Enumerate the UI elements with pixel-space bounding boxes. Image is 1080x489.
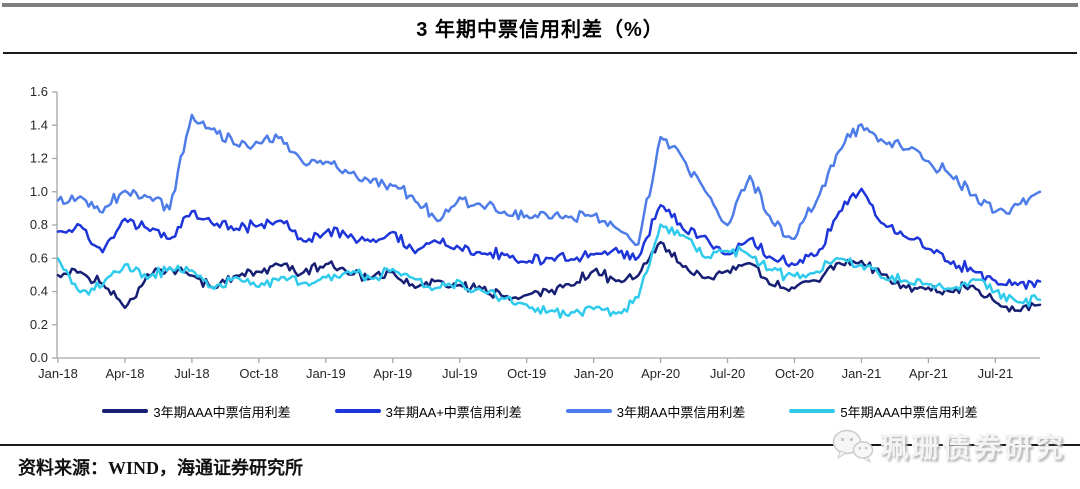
x-tick-label: Jul-20 bbox=[710, 366, 745, 381]
x-tick-label: Jul-21 bbox=[978, 366, 1013, 381]
legend-swatch bbox=[334, 409, 381, 413]
x-tick-label: Jul-19 bbox=[442, 366, 477, 381]
legend-label: 3年期AA中票信用利差 bbox=[616, 404, 746, 420]
bottom-divider bbox=[0, 444, 1080, 446]
legend-item-3: 3年期AA中票信用利差 bbox=[565, 402, 746, 421]
legend-item-2: 3年期AA+中票信用利差 bbox=[334, 402, 522, 421]
y-tick-label: 1.2 bbox=[30, 151, 48, 166]
legend-label: 3年期AA+中票信用利差 bbox=[385, 404, 522, 420]
x-tick-label: Oct-20 bbox=[775, 366, 814, 381]
y-tick-label: 0.6 bbox=[30, 250, 48, 265]
x-tick-label: Jan-19 bbox=[306, 366, 346, 381]
x-tick-label: Apr-20 bbox=[641, 366, 680, 381]
legend-label: 3年期AAA中票信用利差 bbox=[153, 404, 291, 420]
y-tick-label: 0.8 bbox=[30, 217, 48, 232]
y-tick-label: 0.0 bbox=[30, 350, 48, 365]
page-title: 3 年期中票信用利差（%） bbox=[416, 19, 664, 41]
data-source-note: 资料来源：WIND，海通证券研究所 bbox=[18, 458, 304, 478]
y-tick-label: 1.6 bbox=[30, 84, 48, 99]
watermark-text: 珮珊债券研究 bbox=[879, 433, 1066, 464]
top-divider bbox=[2, 3, 1078, 7]
series-line-3 bbox=[56, 113, 1042, 247]
legend-swatch bbox=[565, 409, 612, 413]
x-tick-label: Apr-19 bbox=[373, 366, 412, 381]
x-tick-label: Apr-18 bbox=[105, 366, 144, 381]
y-tick-label: 0.2 bbox=[30, 317, 48, 332]
title-divider bbox=[3, 52, 1077, 54]
x-tick-label: Oct-19 bbox=[507, 366, 546, 381]
x-tick-label: Jan-20 bbox=[574, 366, 614, 381]
series-line-4 bbox=[56, 223, 1042, 319]
x-tick-label: Jan-18 bbox=[38, 366, 78, 381]
wechat-icon bbox=[832, 429, 874, 463]
legend-swatch bbox=[789, 409, 836, 413]
x-tick-label: Oct-18 bbox=[239, 366, 278, 381]
legend-swatch bbox=[102, 409, 149, 413]
y-tick-label: 1.4 bbox=[30, 117, 48, 132]
legend-label: 5年期AAA中票信用利差 bbox=[840, 404, 978, 420]
x-tick-label: Jan-21 bbox=[842, 366, 882, 381]
legend-item-1: 3年期AAA中票信用利差 bbox=[102, 402, 291, 421]
y-tick-label: 1.0 bbox=[30, 184, 48, 199]
watermark: 珮珊债券研究 bbox=[832, 426, 1066, 466]
x-tick-label: Apr-21 bbox=[909, 366, 948, 381]
series-line-2 bbox=[56, 187, 1042, 290]
x-tick-label: Jul-18 bbox=[174, 366, 209, 381]
chart-legend: 3年期AAA中票信用利差 3年期AA+中票信用利差 3年期AA中票信用利差 5年期AA… bbox=[0, 401, 1080, 421]
y-tick-label: 0.4 bbox=[30, 284, 48, 299]
legend-item-4: 5年期AAA中票信用利差 bbox=[789, 402, 978, 421]
